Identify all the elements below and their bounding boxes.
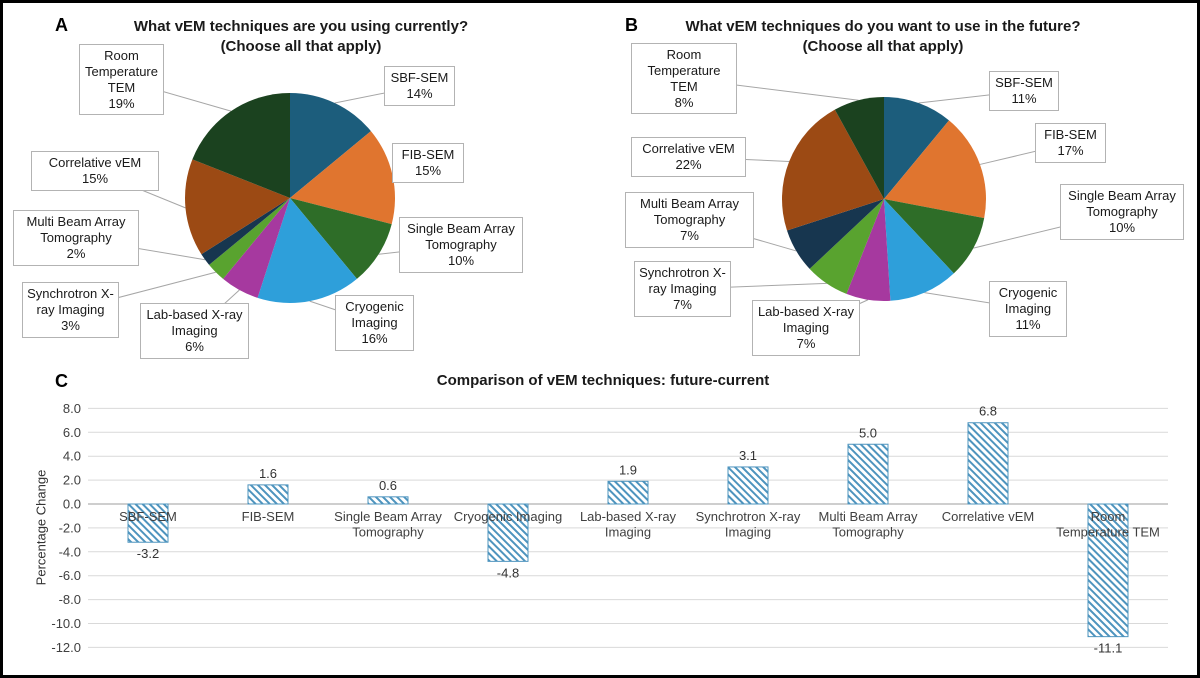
panel-b-letter: B xyxy=(625,15,638,35)
y-tick-label: 6.0 xyxy=(63,425,81,440)
panel-a-title-line2: (Choose all that apply) xyxy=(220,37,382,55)
pie-chart-future xyxy=(682,78,1123,329)
x-tick-label-7: Correlative vEM xyxy=(942,509,1034,524)
bar-value-label-7: 6.8 xyxy=(979,404,997,419)
pie-slice-future-2 xyxy=(884,199,985,274)
leader-line-current-6 xyxy=(75,237,206,261)
leader-line-current-1 xyxy=(392,162,429,176)
y-tick-label: 2.0 xyxy=(63,473,81,488)
leader-line-current-3 xyxy=(309,300,375,324)
panel-c-title: Comparison of vEM techniques: future-cur… xyxy=(436,372,770,389)
x-tick-label-5: Synchrotron X-ray xyxy=(696,509,801,524)
x-tick-label-2: Tomography xyxy=(352,525,424,540)
x-tick-label-4: Imaging xyxy=(605,525,651,540)
bar-8 xyxy=(1087,503,1129,638)
y-tick-label: -8.0 xyxy=(59,592,81,607)
panel-c-letter: C xyxy=(55,371,68,391)
pie-chart-current xyxy=(70,79,462,332)
y-tick-label: 0.0 xyxy=(63,497,81,512)
leader-line-future-1 xyxy=(979,142,1071,165)
leader-line-future-0 xyxy=(918,90,1025,104)
pie-slice-current-0 xyxy=(290,93,371,198)
pie-slice-future-3 xyxy=(884,199,954,301)
y-tick-label: -2.0 xyxy=(59,520,81,535)
y-tick-label: 8.0 xyxy=(63,401,81,416)
leader-line-current-0 xyxy=(334,85,420,104)
pie-slice-future-5 xyxy=(809,199,884,294)
pie-slice-current-7 xyxy=(185,159,290,255)
pie-slice-current-1 xyxy=(290,131,396,225)
pie-slice-current-2 xyxy=(290,198,392,279)
leader-line-future-4 xyxy=(805,299,869,329)
x-tick-label-0: SBF-SEM xyxy=(119,509,177,524)
bar-value-label-8: -11.1 xyxy=(1094,641,1123,656)
bar-5 xyxy=(727,466,769,505)
x-tick-label-3: Cryogenic Imaging xyxy=(454,509,562,524)
pie-slice-current-3 xyxy=(257,198,357,303)
bar-value-label-0: -3.2 xyxy=(137,546,159,561)
leader-line-future-8 xyxy=(683,78,859,101)
leader-line-current-4 xyxy=(194,289,240,332)
leader-line-future-3 xyxy=(924,292,1029,310)
x-tick-label-5: Imaging xyxy=(725,525,771,540)
panel-b-title: What vEM techniques do you want to use i… xyxy=(643,17,1123,56)
y-tick-label: -6.0 xyxy=(59,568,81,583)
x-tick-label-2: Single Beam Array xyxy=(334,509,442,524)
bar-6 xyxy=(847,443,889,505)
bar-chart-difference: -12.0 -10.0 -8.0 -6.0 -4.0 -2.0 0.0 2.0 4.0 6.0 8.… xyxy=(51,401,1168,656)
bar-3 xyxy=(487,503,529,562)
leader-line-future-6 xyxy=(689,219,797,252)
pie-slice-current-8 xyxy=(192,92,290,198)
leader-line-current-8 xyxy=(121,79,232,112)
leader-line-future-2 xyxy=(973,211,1123,249)
pie-slice-future-1 xyxy=(884,120,986,219)
panel-b-title-line2: (Choose all that apply) xyxy=(802,37,964,55)
x-tick-label-1: FIB-SEM xyxy=(242,509,295,524)
pie-slice-current-4 xyxy=(223,198,290,298)
bar-1 xyxy=(247,484,289,505)
x-tick-label-8: Room xyxy=(1091,509,1126,524)
bar-4 xyxy=(607,480,649,505)
panel-a-title: What vEM techniques are you using curren… xyxy=(61,17,541,56)
bar-value-label-2: 0.6 xyxy=(379,478,397,493)
pie-slice-future-7 xyxy=(782,109,884,231)
pie-slice-future-8 xyxy=(834,97,884,199)
bar-7 xyxy=(967,422,1009,505)
pie-slice-future-6 xyxy=(786,199,884,269)
x-tick-label-6: Multi Beam Array xyxy=(819,509,918,524)
leader-line-current-5 xyxy=(70,271,216,311)
bar-chart-plot-area: -12.0 -10.0 -8.0 -6.0 -4.0 -2.0 0.0 2.0 4.0 6.0 8.… xyxy=(51,401,1168,656)
leader-line-future-5 xyxy=(682,282,827,290)
panel-a-title-line1: What vEM techniques are you using curren… xyxy=(133,18,469,35)
bar-2 xyxy=(367,496,409,505)
bar-0 xyxy=(127,503,169,543)
bar-value-label-3: -4.8 xyxy=(497,565,519,580)
bar-value-label-5: 3.1 xyxy=(739,448,757,463)
y-tick-label: -4.0 xyxy=(59,544,81,559)
pie-slice-future-0 xyxy=(884,97,950,199)
leader-line-future-7 xyxy=(688,156,790,162)
bar-value-label-1: 1.6 xyxy=(259,466,277,481)
panel-a-letter: A xyxy=(55,15,68,35)
y-tick-label: -12.0 xyxy=(51,640,81,655)
leader-line-current-2 xyxy=(378,244,462,255)
x-tick-label-6: Tomography xyxy=(832,525,904,540)
bar-value-label-4: 1.9 xyxy=(619,462,637,477)
leader-line-current-7 xyxy=(94,170,186,209)
y-tick-label: -10.0 xyxy=(51,616,81,631)
panel-b-title-line1: What vEM techniques do you want to use i… xyxy=(685,18,1081,35)
pie-slice-current-6 xyxy=(201,198,290,265)
x-tick-label-8: Temperature TEM xyxy=(1056,525,1160,540)
x-tick-label-4: Lab-based X-ray xyxy=(580,509,677,524)
pie-slice-current-5 xyxy=(209,198,290,279)
bar-value-label-6: 5.0 xyxy=(859,425,877,440)
pie-slice-future-4 xyxy=(846,199,891,301)
y-tick-label: 4.0 xyxy=(63,449,81,464)
